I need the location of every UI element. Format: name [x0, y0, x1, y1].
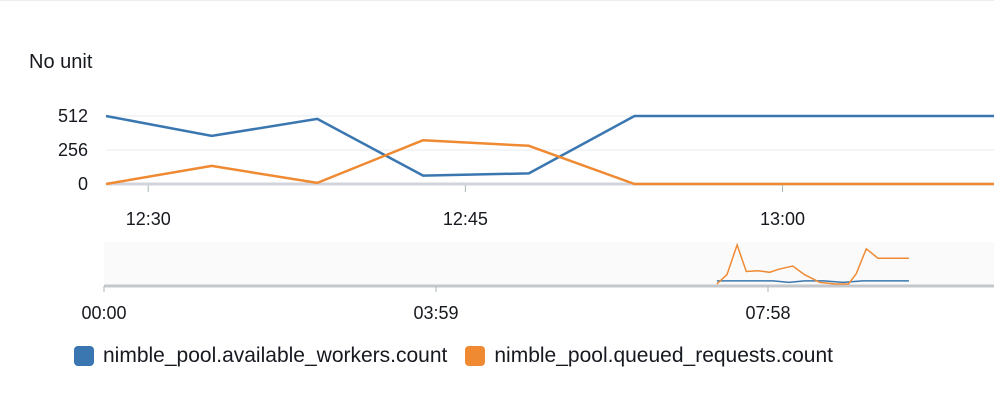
- main-series-lines: [105, 114, 994, 186]
- overview-tick-label-2: 07:58: [745, 303, 790, 323]
- x-tick-label-1: 12:45: [443, 209, 488, 229]
- overview-tick-label-0: 00:00: [81, 303, 126, 323]
- x-tick-label-0: 12:30: [126, 209, 171, 229]
- legend-swatch-queued-requests: [465, 346, 486, 366]
- overview-x-axis-ticks: 00:00 03:59 07:58: [81, 286, 791, 323]
- legend-item-available-workers[interactable]: nimble_pool.available_workers.count: [74, 344, 447, 368]
- overview-series-lines: [716, 242, 909, 285]
- legend-swatch-available-workers: [74, 346, 94, 366]
- main-y-axis-ticks: 0 256 512: [58, 106, 88, 194]
- x-tick-label-2: 13:00: [760, 209, 805, 229]
- legend: nimble_pool.available_workers.count nimb…: [74, 344, 851, 368]
- overview-tick-label-1: 03:59: [413, 303, 458, 323]
- legend-label-available-workers: nimble_pool.available_workers.count: [103, 344, 448, 367]
- y-tick-label-0: 0: [78, 174, 88, 194]
- overview-series-line-0: [716, 280, 909, 284]
- main-x-axis-ticks: 12:30 12:45 13:00: [126, 184, 805, 229]
- overview-brush-area[interactable]: [104, 242, 994, 286]
- y-tick-label-1: 256: [58, 140, 88, 160]
- top-divider: [0, 0, 994, 1]
- overview-series-line-1: [716, 242, 909, 285]
- series-line-0[interactable]: [105, 114, 994, 177]
- series-line-1[interactable]: [105, 138, 994, 186]
- line-chart[interactable]: 0 256 512 12:30 12:45 13:00 00:00 03:59 07:58: [0, 0, 994, 340]
- legend-label-queued-requests: nimble_pool.queued_requests.count: [494, 344, 833, 367]
- main-gridlines: [106, 115, 994, 151]
- y-axis-unit-label: No unit: [29, 51, 93, 73]
- legend-item-queued-requests[interactable]: nimble_pool.queued_requests.count: [465, 344, 833, 368]
- y-tick-label-2: 512: [58, 106, 88, 126]
